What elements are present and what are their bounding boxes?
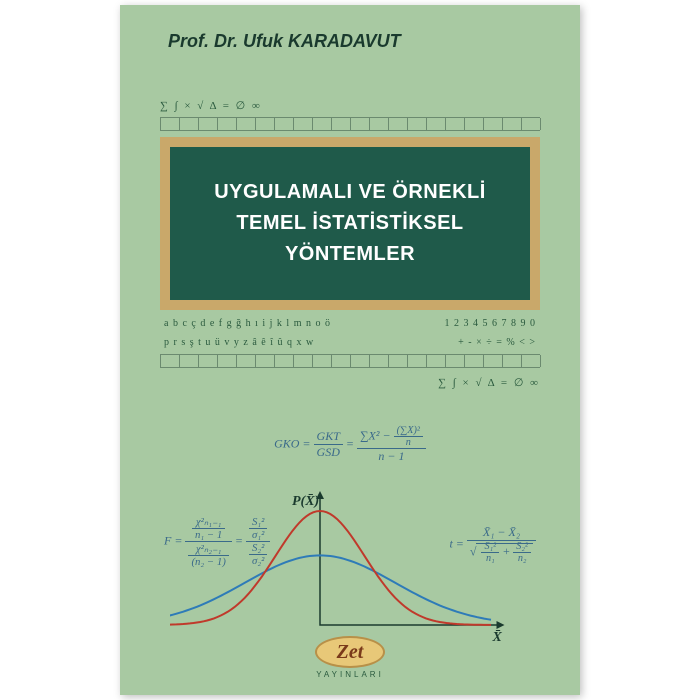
- logo-subtext: YAYINLARI: [315, 670, 385, 679]
- gko-f1-den: GSD: [314, 445, 343, 460]
- alpha-left-2: p r s ş t u ü v y z â ê î û q x w: [164, 337, 314, 348]
- svg-text:P(X̄): P(X̄): [292, 494, 319, 509]
- gko-big-num: ∑X² − (∑X)² n: [357, 425, 426, 449]
- logo-ellipse: Zet: [315, 636, 385, 668]
- chalkboard: UYGULAMALI VE ÖRNEKLİ TEMEL İSTATİSTİKSE…: [160, 137, 540, 310]
- gko-lhs: GKO =: [274, 436, 310, 450]
- alpha-left-1: a b c ç d e f g ğ h ı i j k l m n o ö: [164, 318, 331, 329]
- chart-svg: P(X̄) X̄: [170, 485, 530, 645]
- svg-text:X̄: X̄: [492, 630, 503, 645]
- symbol-row-top: ∑ ∫ × √ Δ = ∅ ∞: [160, 97, 540, 115]
- gko-big-den: n − 1: [357, 449, 426, 464]
- ruler-top: [160, 117, 540, 131]
- alpha-right-1: 1 2 3 4 5 6 7 8 9 0: [445, 318, 537, 329]
- alphabet-row-2: p r s ş t u ü v y z â ê î û q x w + - × …: [160, 337, 540, 348]
- author-name: Prof. Dr. Ufuk KARADAVUT: [168, 31, 401, 52]
- gko-f1-num: GKT: [314, 429, 343, 445]
- alphabet-row-1: a b c ç d e f g ğ h ı i j k l m n o ö 1 …: [160, 318, 540, 329]
- book-cover: Prof. Dr. Ufuk KARADAVUT ∑ ∫ × √ Δ = ∅ ∞…: [120, 5, 580, 695]
- gko-eq: =: [346, 436, 354, 450]
- title-line-3: YÖNTEMLER: [184, 243, 516, 266]
- symbols-top-left: ∑ ∫ × √ Δ = ∅ ∞: [160, 100, 262, 112]
- board-section: ∑ ∫ × √ Δ = ∅ ∞ UYGULAMALI VE ÖRNEKLİ TE…: [160, 97, 540, 392]
- symbols-bottom-right: ∑ ∫ × √ Δ = ∅ ∞: [438, 377, 540, 389]
- distribution-chart: P(X̄) X̄: [170, 485, 530, 645]
- publisher-logo: Zet YAYINLARI: [315, 636, 385, 679]
- symbol-row-bottom: ∑ ∫ × √ Δ = ∅ ∞: [160, 374, 540, 392]
- title-line-1: UYGULAMALI VE ÖRNEKLİ: [184, 181, 516, 204]
- title-line-2: TEMEL İSTATİSTİKSEL: [184, 212, 516, 235]
- logo-text: Zet: [337, 641, 364, 664]
- formula-gko: GKO = GKT GSD = ∑X² − (∑X)² n n − 1: [160, 425, 540, 464]
- ruler-bottom: [160, 354, 540, 368]
- alpha-right-2: + - × ÷ = % < >: [458, 337, 536, 348]
